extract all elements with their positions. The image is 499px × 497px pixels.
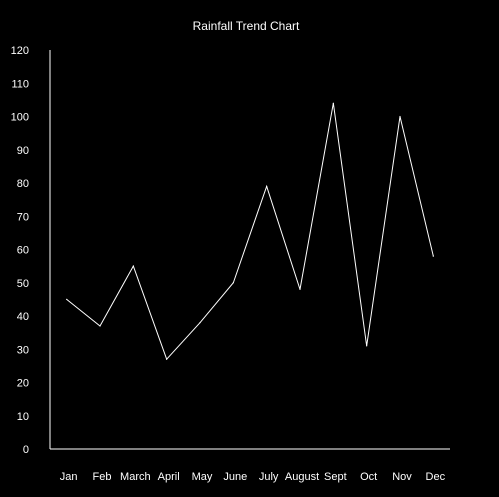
x-tick-label: Nov xyxy=(392,471,412,483)
y-tick-label: 70 xyxy=(17,211,29,223)
y-tick-label: 0 xyxy=(23,444,29,456)
y-tick-label: 50 xyxy=(17,278,29,290)
data-point xyxy=(232,282,234,284)
x-tick-label: Dec xyxy=(426,471,446,483)
y-tick-label: 120 xyxy=(11,45,29,57)
data-point xyxy=(266,185,268,187)
data-point xyxy=(199,322,201,324)
data-point xyxy=(166,358,168,360)
x-tick-label: June xyxy=(223,471,247,483)
x-tick-label: Feb xyxy=(93,471,112,483)
data-point xyxy=(299,288,301,290)
plot-area xyxy=(66,102,434,361)
data-point xyxy=(432,255,434,257)
data-point xyxy=(66,298,68,300)
data-point xyxy=(399,115,401,118)
x-tick-label: Sept xyxy=(324,471,347,483)
data-point xyxy=(366,345,368,347)
x-tick-label: Jan xyxy=(60,471,78,483)
y-tick-label: 10 xyxy=(17,411,29,423)
y-axis: 0 10 20 30 40 50 60 70 80 90 100 110 120 xyxy=(11,45,51,456)
y-tick-label: 20 xyxy=(17,378,29,390)
x-tick-label: March xyxy=(120,471,151,483)
y-tick-label: 30 xyxy=(17,344,29,356)
series-line xyxy=(66,103,434,361)
x-tick-label: May xyxy=(192,471,213,483)
x-tick-label: August xyxy=(285,471,319,483)
y-tick-label: 110 xyxy=(11,78,29,90)
data-point xyxy=(99,325,101,327)
chart-title: Rainfall Trend Chart xyxy=(193,19,300,33)
x-axis: Jan Feb March April May June July August Sept Oct… xyxy=(50,448,450,483)
y-tick-label: 40 xyxy=(17,311,29,323)
x-tick-label: April xyxy=(158,471,180,483)
data-point xyxy=(332,102,334,104)
x-tick-label: Oct xyxy=(360,471,377,483)
y-tick-label: 80 xyxy=(17,178,29,190)
y-tick-label: 60 xyxy=(17,245,29,257)
y-tick-label: 90 xyxy=(17,145,29,157)
x-tick-label: July xyxy=(259,471,279,483)
data-point xyxy=(132,265,134,267)
y-tick-label: 100 xyxy=(11,112,29,124)
